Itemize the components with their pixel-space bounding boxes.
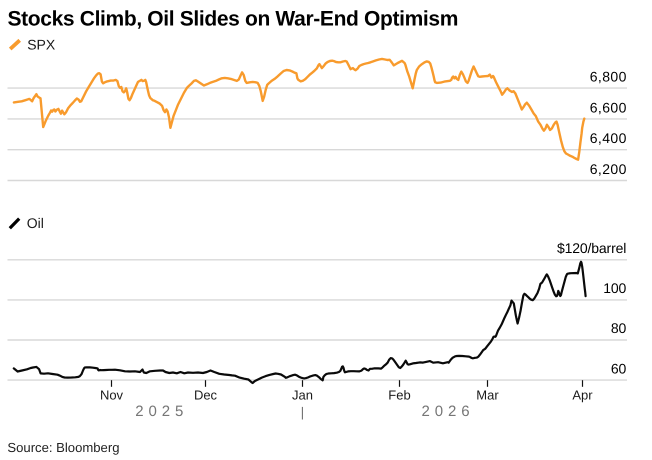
svg-text:6,600: 6,600 [590,99,627,115]
svg-text:6,200: 6,200 [590,161,627,177]
svg-text:Dec: Dec [194,387,218,402]
svg-text:6,400: 6,400 [590,130,627,146]
svg-text:Stocks Climb, Oil Slides on Wa: Stocks Climb, Oil Slides on War-End Opti… [8,7,459,30]
svg-text:Mar: Mar [476,387,499,402]
svg-text:60: 60 [611,360,627,376]
svg-text:100: 100 [603,280,626,296]
svg-text:Jan: Jan [292,387,313,402]
svg-text:Nov: Nov [100,387,124,402]
svg-text:Oil: Oil [27,215,44,231]
svg-text:80: 80 [611,320,627,336]
svg-text:SPX: SPX [27,36,56,52]
svg-text:Apr: Apr [572,387,593,402]
svg-text:$120/barrel: $120/barrel [557,240,626,256]
svg-text:Source: Bloomberg: Source: Bloomberg [7,440,119,455]
svg-text:2025: 2025 [135,403,188,420]
svg-text:Feb: Feb [388,387,410,402]
svg-text:6,800: 6,800 [590,69,627,85]
svg-text:2026: 2026 [422,403,475,420]
